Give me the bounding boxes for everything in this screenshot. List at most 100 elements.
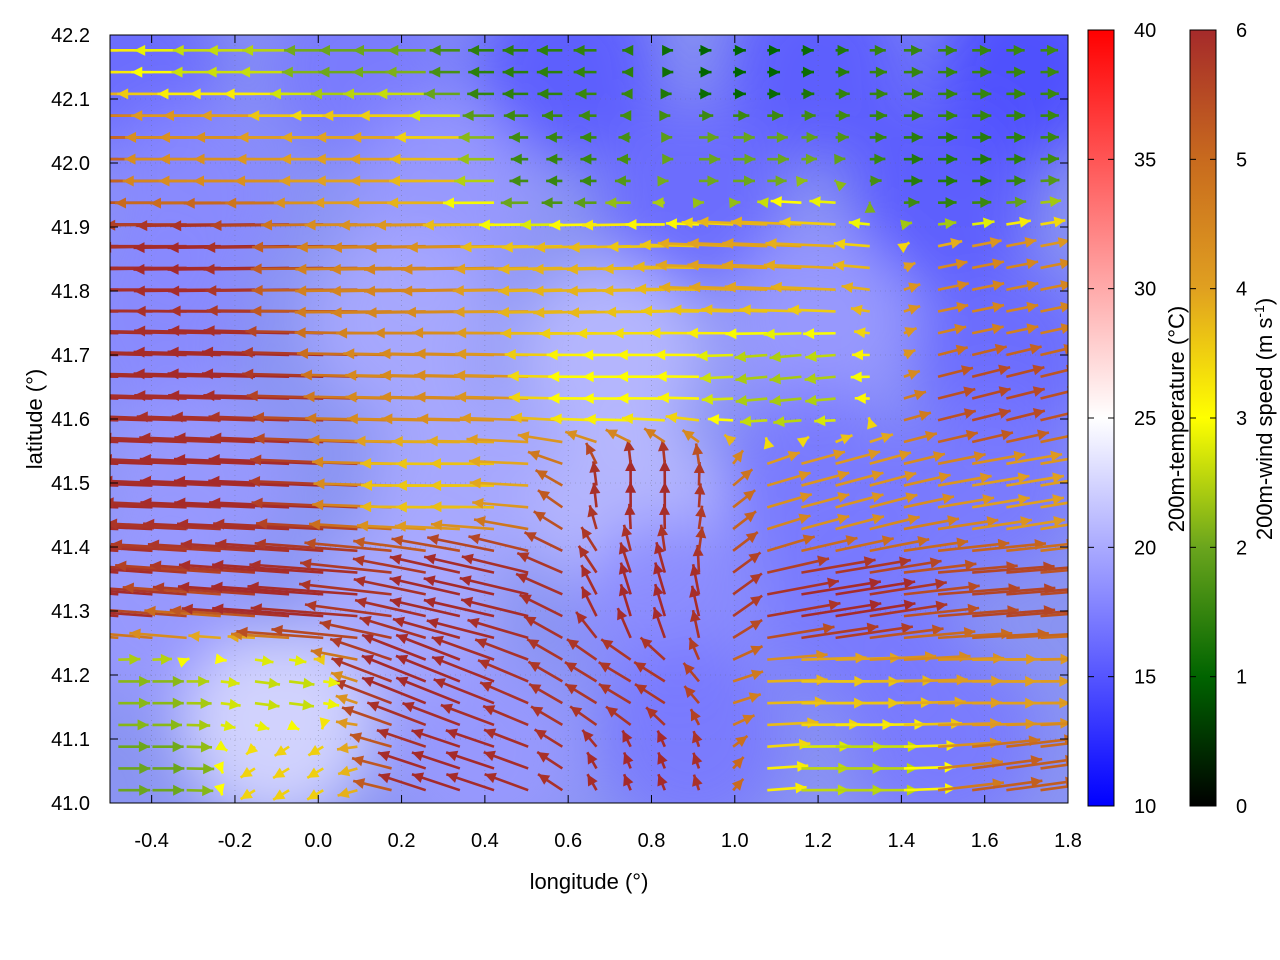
wind-arrow-shaft (1040, 635, 1068, 640)
wind-arrow (533, 728, 564, 748)
wind-arrow (689, 609, 701, 639)
wind-arrow-head (426, 435, 438, 447)
wind-arrow (536, 44, 563, 56)
wind-arrow-head (903, 577, 916, 589)
wind-arrow (645, 706, 666, 726)
wind-arrow (110, 310, 119, 313)
wind-arrow-head (97, 368, 108, 379)
wind-arrow (903, 197, 920, 209)
wind-arrow (869, 578, 947, 596)
wind-arrow (903, 44, 923, 56)
wind-arrow (937, 258, 968, 270)
wind-arrow-shaft (937, 564, 1018, 574)
wind-arrow-head (349, 732, 363, 744)
wind-arrow-head (460, 241, 472, 253)
wind-arrow (178, 560, 290, 574)
wind-arrow (1006, 343, 1042, 357)
wind-arrow-shaft (110, 522, 221, 531)
wind-arrow (869, 492, 918, 509)
wind-arrow (445, 772, 495, 792)
wind-arrow (468, 44, 495, 56)
wind-arrow (903, 282, 921, 293)
wind-arrow-head (158, 153, 170, 165)
wind-arrow-shaft (697, 220, 768, 226)
wind-arrow-head (935, 578, 947, 590)
wind-arrow (352, 555, 426, 574)
wind-arrow-head (732, 450, 744, 463)
wind-arrow (220, 676, 240, 688)
wind-arrow-head (461, 596, 474, 608)
x-tick-label: 1.4 (887, 830, 915, 852)
wind-arrow-head (478, 219, 490, 231)
wind-arrow-head (657, 392, 669, 404)
wind-arrow (835, 66, 850, 78)
wind-arrow-head (828, 599, 841, 611)
wind-arrow (618, 131, 631, 143)
wind-arrow (779, 216, 836, 228)
wind-arrow (391, 535, 461, 553)
wind-arrow-head (568, 241, 580, 253)
wind-arrow-head (732, 757, 744, 769)
wind-arrow-head (799, 492, 812, 503)
y-tick-label: 41.8 (51, 281, 90, 303)
wind-arrow-head (1065, 754, 1068, 766)
wind-arrow (110, 524, 187, 531)
wind-arrow-head (414, 391, 426, 403)
wind-arrow (140, 497, 256, 509)
wind-arrow (770, 281, 836, 293)
wind-arrow-head (605, 429, 619, 440)
wind-arrow (634, 683, 666, 705)
wind-arrow-head (659, 481, 671, 493)
wind-arrow-head (337, 787, 350, 799)
wind-arrow (1006, 610, 1068, 618)
wind-arrow (903, 88, 923, 100)
wind-arrow-head (796, 175, 808, 187)
wind-arrow-shaft (299, 561, 392, 574)
wind-arrow (869, 175, 882, 187)
wind-arrow-shaft (110, 310, 119, 313)
wind-arrow (869, 557, 942, 574)
wind-arrow-shaft (426, 536, 495, 553)
wind-arrow (212, 559, 324, 574)
wind-arrow-head (25, 262, 36, 273)
wind-arrow-head (682, 430, 695, 441)
wind-arrow (215, 538, 324, 553)
wind-arrow-head (814, 415, 826, 427)
wind-arrow (805, 351, 836, 362)
wind-arrow-head (508, 392, 521, 404)
wind-arrow (835, 449, 881, 466)
wind-arrow (468, 456, 529, 468)
wind-arrow-head (133, 346, 145, 358)
wind-arrow (621, 88, 633, 100)
wind-arrow-head (208, 475, 220, 487)
wind-arrow-head (805, 351, 817, 362)
wind-arrow-head (215, 740, 228, 751)
wind-arrow (691, 752, 703, 769)
wind-arrow-head (387, 44, 399, 56)
wind-arrow (1006, 364, 1045, 379)
wind-arrow-head (992, 280, 1005, 291)
wind-arrow (695, 526, 707, 552)
wind-arrow (250, 603, 358, 618)
y-tick-label: 41.7 (51, 345, 90, 367)
wind-arrow-head (534, 241, 546, 253)
wind-arrow-head (1060, 280, 1068, 291)
wind-arrow (801, 88, 815, 100)
wind-arrow (621, 729, 633, 748)
wind-arrow (622, 66, 634, 78)
wind-arrow-head (598, 683, 612, 695)
wind-arrow-head (206, 44, 218, 56)
wind-arrow-head (58, 432, 69, 443)
wind-arrow-head (866, 622, 879, 634)
wind-arrow-head (707, 131, 719, 143)
wind-arrow-shaft (835, 602, 916, 618)
wind-arrow (864, 201, 876, 213)
wind-arrow-head (129, 653, 141, 665)
wind-arrow-shaft (352, 557, 426, 574)
wind-arrow-head (1019, 216, 1031, 228)
wind-label-prefix: 200m-wind speed (m s (1252, 318, 1277, 541)
wind-arrow-head (833, 238, 846, 250)
wind-arrow-head (401, 285, 413, 297)
wind-arrow-head (598, 662, 611, 673)
